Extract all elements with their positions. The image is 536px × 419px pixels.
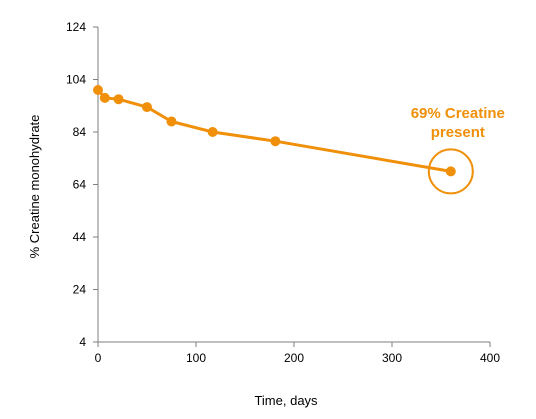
annotation-label-line: 69% Creatine: [411, 105, 505, 122]
highlight-circle: [427, 148, 474, 195]
data-point: [113, 94, 124, 105]
annotation-layer: 69% Creatine present: [411, 105, 505, 195]
x-tick-label: 0: [95, 351, 102, 365]
y-tick-label: 84: [73, 125, 87, 139]
data-point: [207, 127, 218, 137]
x-tick-label: 400: [480, 351, 500, 365]
x-axis-ticks: 0 100 200 300 400: [95, 342, 500, 365]
data-point: [99, 92, 110, 103]
y-tick-label: 104: [66, 73, 86, 87]
y-tick-label: 4: [79, 335, 86, 349]
data-point: [93, 85, 103, 95]
x-axis-title: Time, days: [254, 393, 318, 408]
series-layer: [93, 85, 456, 177]
y-axis: 4 24 44 64 84 104 124: [66, 20, 99, 349]
x-axis: 0 100 200 300 400: [95, 341, 500, 365]
y-tick-label: 124: [66, 20, 86, 34]
annotation-label: 69% Creatine present: [411, 105, 505, 141]
annotation-label-line: present: [431, 124, 485, 141]
y-axis-title: % Creatine monohydrate: [27, 115, 42, 259]
y-axis-ticks: 4 24 44 64 84 104 124: [66, 20, 98, 349]
series-line: [96, 88, 453, 173]
x-tick-label: 100: [186, 351, 206, 365]
data-point: [142, 102, 152, 113]
y-tick-label: 24: [73, 283, 87, 297]
x-tick-label: 200: [284, 351, 304, 365]
y-tick-label: 64: [73, 178, 87, 192]
y-tick-label: 44: [73, 230, 87, 244]
data-point: [270, 136, 281, 147]
data-point: [166, 116, 177, 127]
x-tick-label: 300: [382, 351, 402, 365]
data-point: [445, 166, 456, 177]
